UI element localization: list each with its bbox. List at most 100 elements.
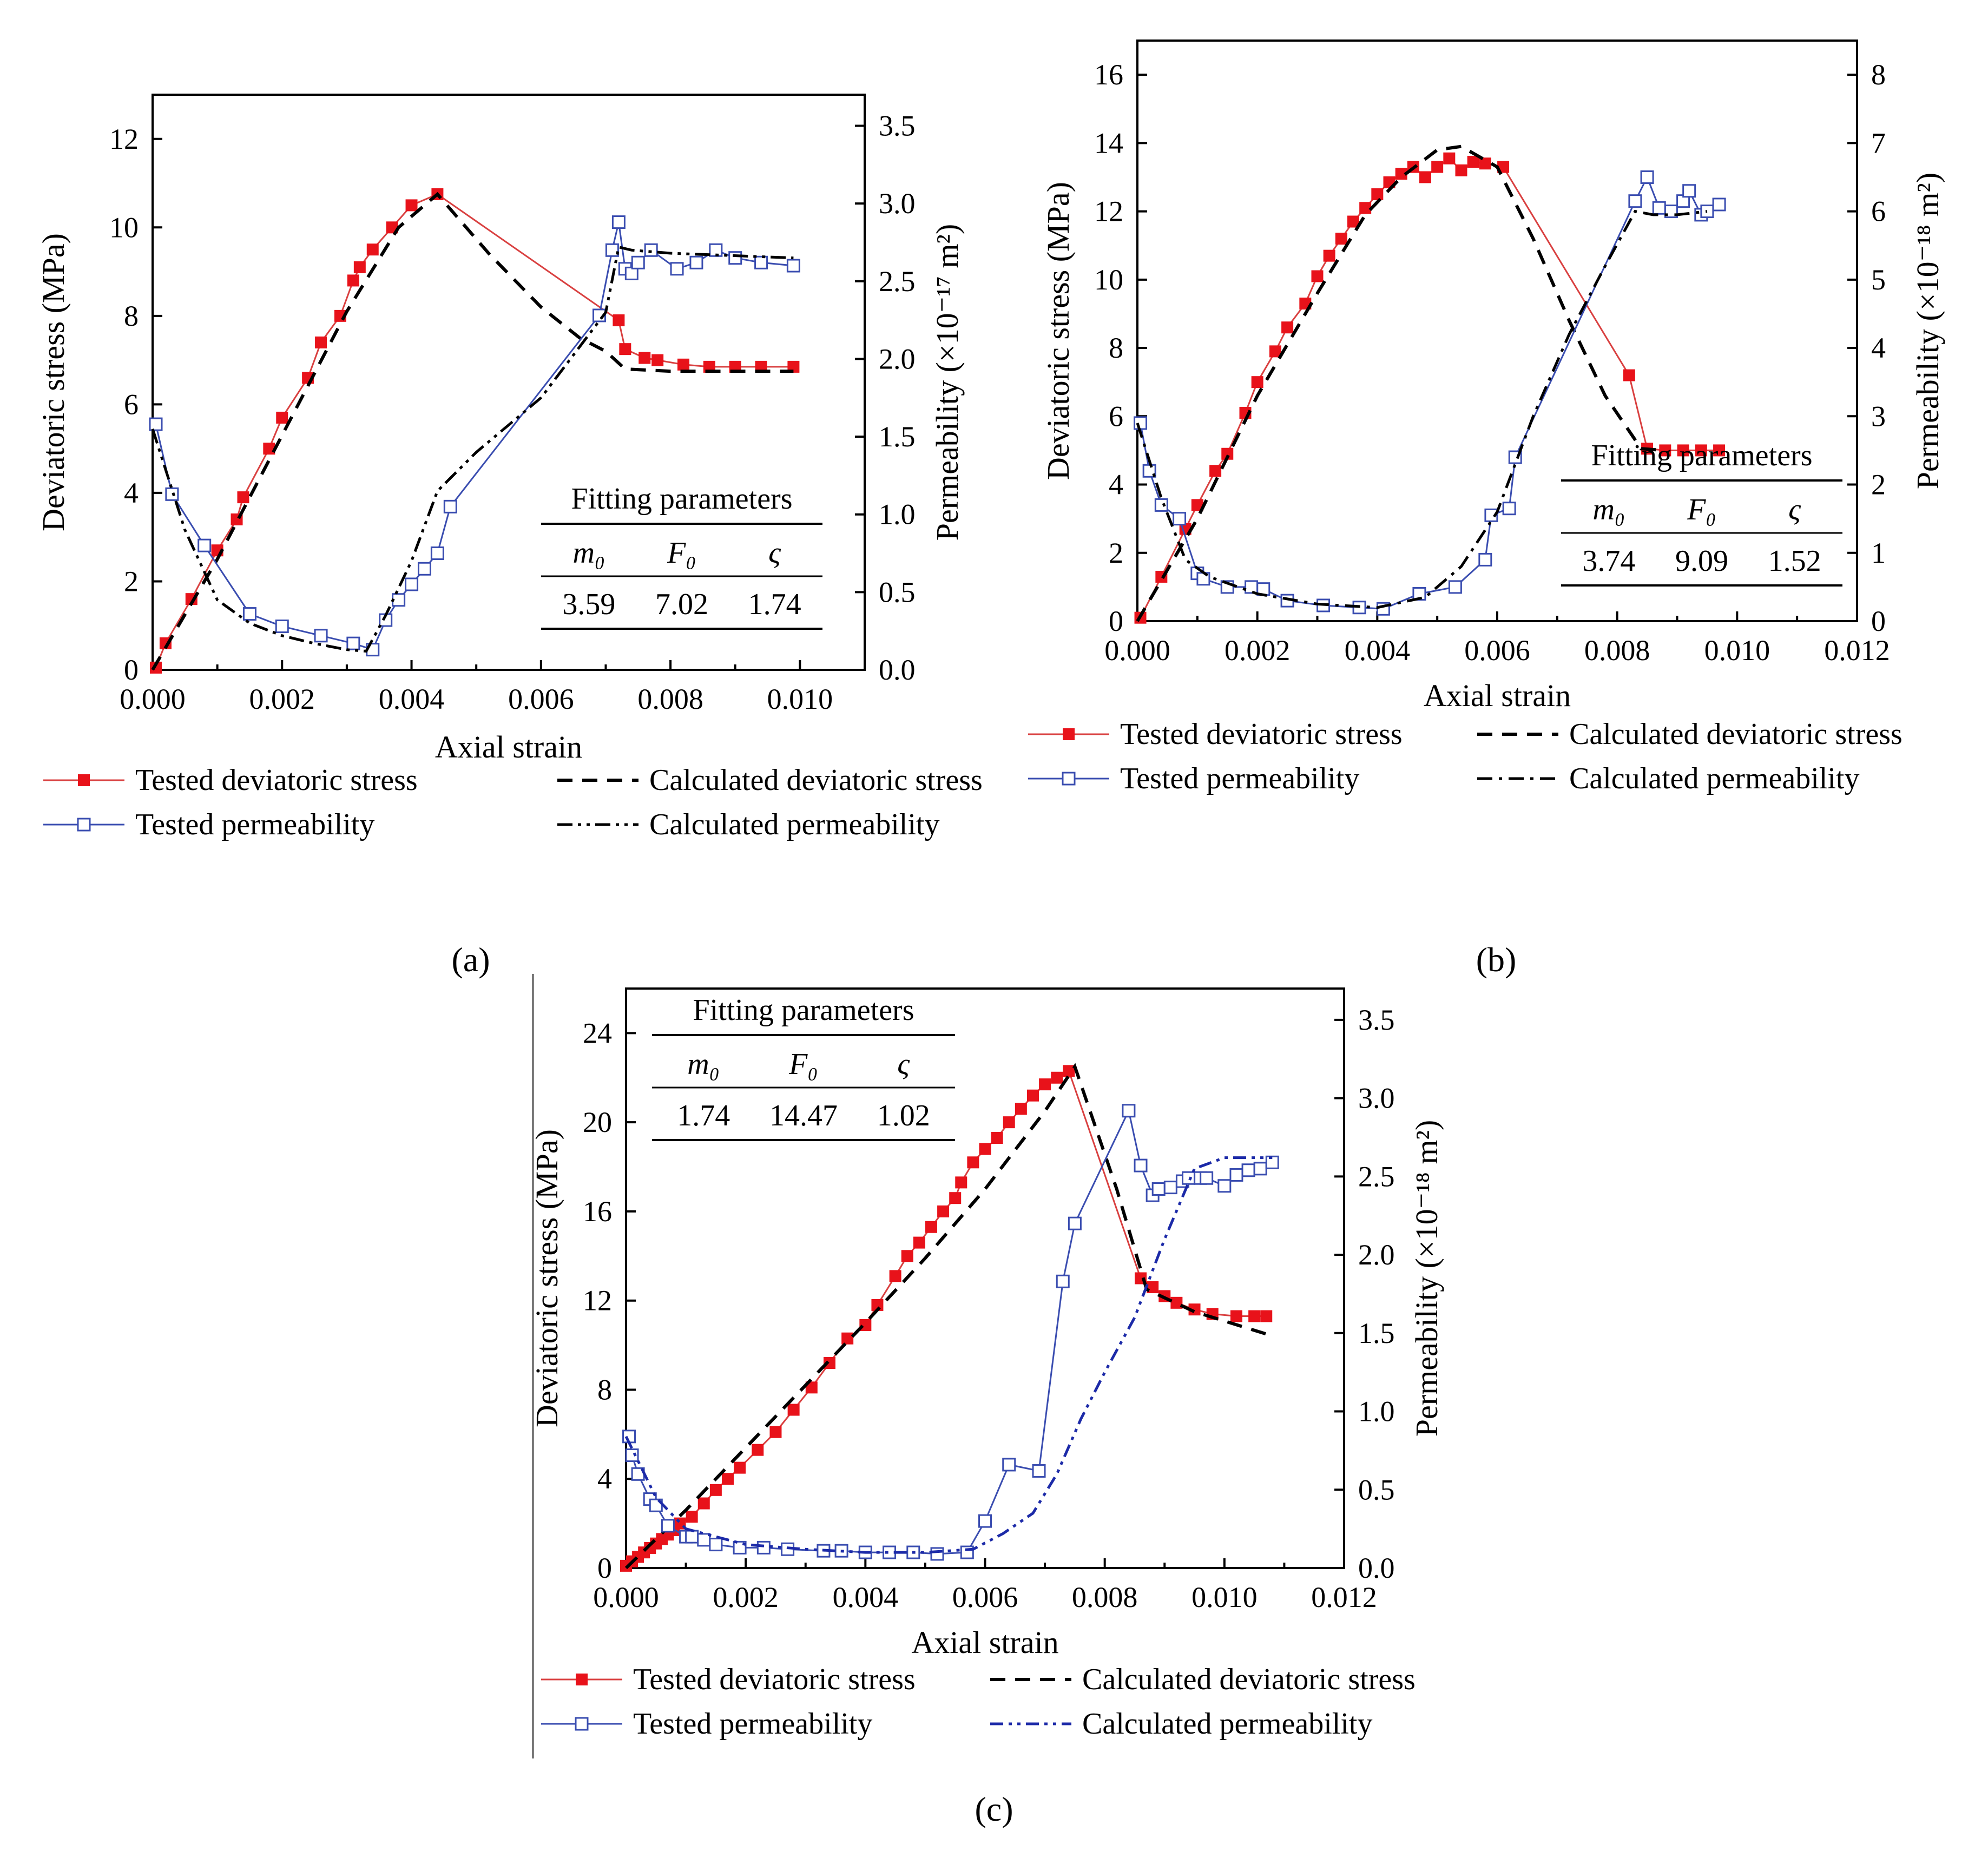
data-point-tested-stress <box>1063 1065 1075 1077</box>
series-line-3 <box>151 245 794 653</box>
data-point-tested-stress <box>1419 171 1431 183</box>
data-point-tested-stress <box>1015 1103 1027 1115</box>
data-point-tested-stress <box>1003 1116 1015 1129</box>
legend-swatch-marker <box>78 774 90 786</box>
fitting-header: ς <box>768 536 781 570</box>
fitting-header: m₀ <box>687 1048 720 1081</box>
data-point-tested-stress <box>1260 1310 1273 1322</box>
plot-frame <box>1136 39 1858 622</box>
fitting-value: 1.74 <box>748 588 801 621</box>
y-tick-label: 16 <box>1094 58 1123 91</box>
data-point-tested-permeability <box>275 620 289 634</box>
x-tick-label: 0.008 <box>1072 1581 1138 1613</box>
y-tick-label: 0 <box>124 654 139 686</box>
y2-tick-label: 3 <box>1871 400 1886 432</box>
data-point-tested-stress <box>1713 444 1726 457</box>
data-point-tested-stress <box>979 1143 991 1155</box>
data-point-tested-stress <box>1147 1281 1159 1293</box>
data-point-tested-permeability <box>661 1519 675 1533</box>
data-point-tested-stress <box>1281 321 1294 334</box>
panel-a: 0.000 0.002 0.004 0.006 0.008 0.010 0 2 4 6 8 10 12 0… <box>36 94 983 841</box>
legend-label: Tested deviatoric stress <box>1120 717 1403 751</box>
data-point-tested-stress <box>889 1270 901 1282</box>
panel-c: 0.000 0.002 0.004 0.006 0.008 0.010 0.012 0 4 8 12… <box>529 987 1444 1741</box>
data-point-tested-stress <box>149 661 162 674</box>
panel-label-a: (a) <box>451 940 490 979</box>
data-point-tested-permeability <box>1700 205 1714 219</box>
data-point-tested-permeability <box>611 215 626 229</box>
data-point-tested-stress <box>697 1497 710 1510</box>
x-tick-label: 0.004 <box>833 1581 899 1613</box>
x-tick-label: 0.008 <box>637 683 703 715</box>
fitting-title: Fitting parameters <box>571 482 792 516</box>
y2-tick-label: 3.0 <box>1358 1082 1395 1115</box>
data-point-tested-permeability <box>1056 1274 1070 1288</box>
y-tick-label: 0 <box>1109 605 1123 637</box>
data-point-tested-permeability <box>1181 1171 1195 1185</box>
y-tick-label: 2 <box>124 565 139 597</box>
data-point-tested-stress <box>1323 249 1335 262</box>
data-point-tested-permeability <box>198 538 212 552</box>
x-tick-label: 0.010 <box>1704 634 1770 667</box>
y2-tick-label: 5 <box>1871 264 1886 296</box>
data-point-tested-stress <box>276 411 288 424</box>
series-line-0 <box>626 1070 1267 1567</box>
legend-swatch-marker <box>1063 728 1075 740</box>
y2-tick-label: 3.5 <box>879 109 916 142</box>
data-point-tested-permeability <box>1154 498 1168 512</box>
y2-tick-label: 2.5 <box>1358 1160 1395 1193</box>
legend-swatch-marker <box>77 818 91 832</box>
data-point-tested-permeability <box>631 255 645 269</box>
x-tick-label: 0.000 <box>593 1581 659 1613</box>
x-tick-label: 0.002 <box>713 1581 779 1613</box>
data-point-tested-stress <box>1221 447 1234 460</box>
data-point-tested-permeability <box>689 255 703 269</box>
data-point-tested-stress <box>949 1192 962 1204</box>
fitting-header: F₀ <box>1687 493 1716 526</box>
x-tick-label: 0.006 <box>952 1581 1018 1613</box>
y2-tick-label: 1 <box>1871 537 1886 569</box>
data-point-tested-stress <box>991 1131 1003 1144</box>
y2-axis-title: Permeability (×10⁻¹⁸ m²) <box>1409 1120 1444 1437</box>
y2-tick-label: 1.0 <box>879 498 916 531</box>
legend-label: Tested deviatoric stress <box>633 1663 916 1696</box>
data-point-tested-permeability <box>417 562 431 576</box>
plot-frame <box>152 94 866 671</box>
y2-tick-label: 7 <box>1871 127 1886 159</box>
y-tick-label: 4 <box>124 477 139 509</box>
data-point-tested-stress <box>1039 1078 1051 1091</box>
fitting-header: m₀ <box>572 536 605 570</box>
y-tick-label: 6 <box>124 388 139 420</box>
fitting-title: Fitting parameters <box>693 993 914 1027</box>
y-axis-title: Deviatoric stress (MPa) <box>529 1129 564 1427</box>
x-tick-label: 0.006 <box>1464 634 1530 667</box>
data-point-tested-permeability <box>1241 1163 1255 1177</box>
data-point-tested-stress <box>967 1156 979 1169</box>
data-point-tested-permeability <box>786 259 800 273</box>
data-point-tested-stress <box>787 1404 800 1416</box>
fitting-header: F₀ <box>788 1048 818 1081</box>
data-point-tested-stress <box>613 314 625 327</box>
data-point-tested-permeability <box>1200 1171 1214 1185</box>
data-point-tested-stress <box>925 1221 937 1233</box>
data-point-tested-permeability <box>1628 194 1642 208</box>
data-point-tested-permeability <box>1253 1162 1267 1176</box>
data-point-tested-stress <box>1269 345 1281 358</box>
y-tick-label: 20 <box>583 1106 612 1138</box>
data-point-tested-stress <box>1443 152 1456 164</box>
data-point-tested-permeability <box>670 262 684 276</box>
data-point-tested-stress <box>1371 188 1384 201</box>
data-point-tested-stress <box>937 1205 950 1217</box>
y2-tick-label: 0.5 <box>879 576 916 608</box>
y-tick-label: 8 <box>597 1373 612 1406</box>
data-point-tested-stress <box>1479 157 1491 170</box>
legend-label: Calculated permeability <box>1569 762 1859 795</box>
y2-tick-label: 0.5 <box>1358 1473 1395 1506</box>
data-point-tested-permeability <box>1502 502 1516 516</box>
data-point-tested-permeability <box>1484 508 1498 522</box>
panel-label-c: (c) <box>975 1790 1013 1828</box>
y2-tick-label: 0.0 <box>1358 1552 1395 1584</box>
data-point-tested-stress <box>638 352 651 364</box>
data-point-tested-permeability <box>1640 170 1654 184</box>
data-point-tested-stress <box>1170 1296 1183 1309</box>
